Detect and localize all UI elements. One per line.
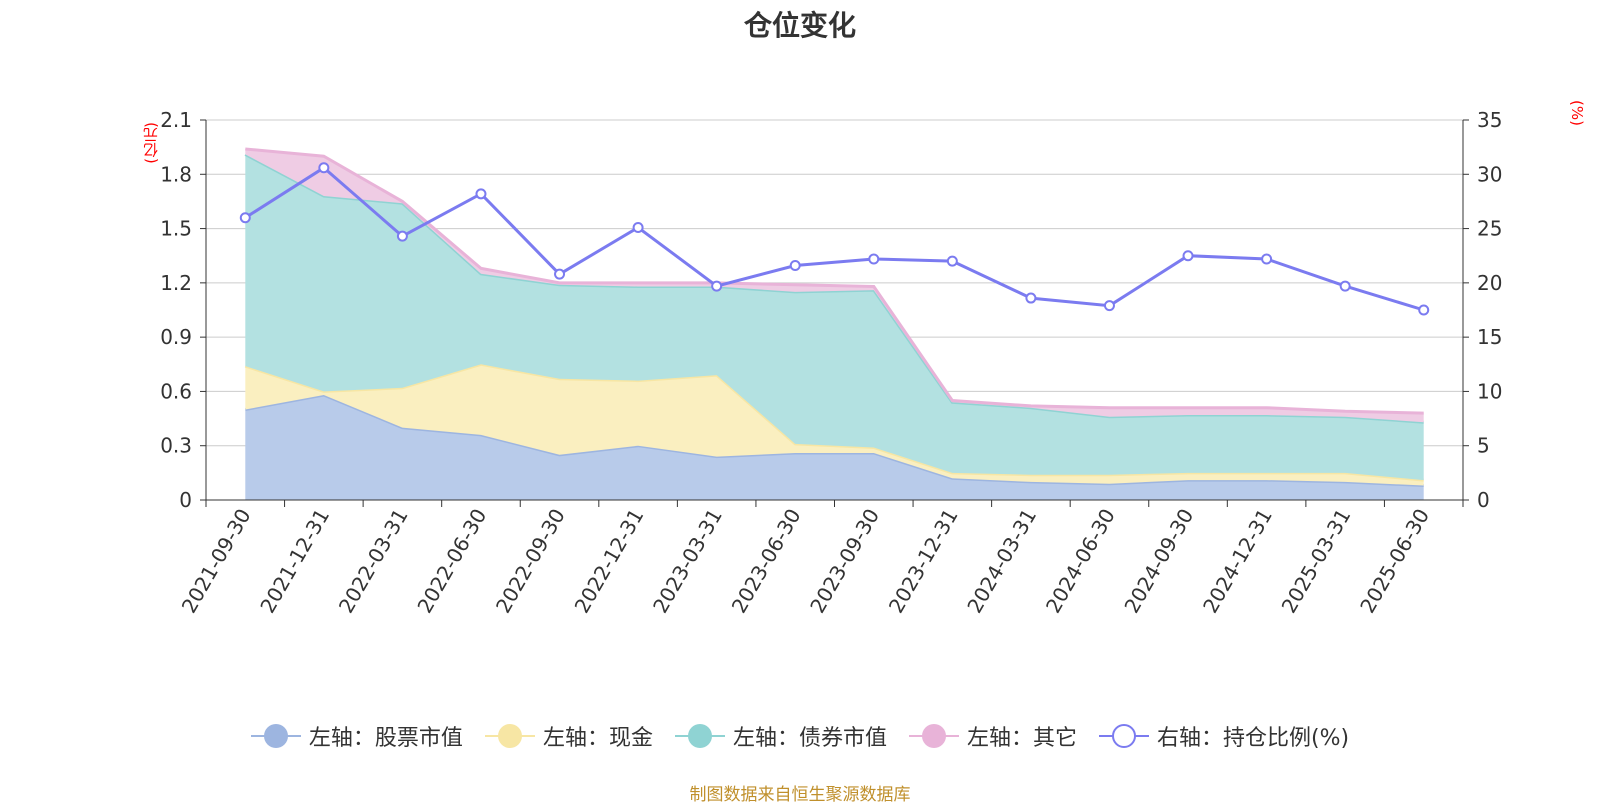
legend-label-ratio: 右轴：持仓比例(%) <box>1156 726 1350 751</box>
x-axis-tick-label: 2024-12-31 <box>1198 505 1277 618</box>
x-axis-tick-label: 2022-03-31 <box>334 505 413 618</box>
holding-ratio-point <box>1418 304 1430 316</box>
x-axis-tick-label: 2023-12-31 <box>884 505 963 618</box>
x-axis-tick-label: 2023-06-30 <box>727 505 806 618</box>
left-axis-tick-label: 0.3 <box>160 434 192 458</box>
area-左轴：股票市值 <box>245 395 1424 500</box>
right-axis-unit: (%) <box>1568 100 1586 126</box>
legend-item-cash[interactable]: 左轴：现金 <box>484 720 653 752</box>
right-axis-tick-label: 5 <box>1477 434 1490 458</box>
legend-marker-ratio <box>1098 721 1149 751</box>
holding-ratio-point <box>1025 292 1037 304</box>
left-axis-tick-label: 1.8 <box>160 162 192 186</box>
legend-item-bond[interactable]: 左轴：债券市值 <box>674 720 887 752</box>
x-axis-tick-label: 2025-03-31 <box>1277 505 1356 618</box>
holding-ratio-point <box>711 280 723 292</box>
legend-item-other[interactable]: 左轴：其它 <box>908 720 1077 752</box>
x-axis-tick-label: 2024-03-31 <box>962 505 1041 618</box>
holding-ratio-point <box>789 259 801 271</box>
left-axis-tick-label: 0 <box>179 488 192 512</box>
holding-ratio-point <box>868 253 880 265</box>
holding-ratio-point <box>1339 280 1351 292</box>
holding-ratio-point <box>396 230 408 242</box>
holding-ratio-point <box>946 255 958 267</box>
holding-ratio-point <box>1182 250 1194 262</box>
holding-ratio-point <box>632 221 644 233</box>
x-axis-tick-label: 2022-06-30 <box>412 505 491 618</box>
right-axis-tick-label: 30 <box>1477 162 1502 186</box>
x-axis-tick-label: 2023-09-30 <box>805 505 884 618</box>
legend-marker-cash <box>484 721 535 751</box>
right-axis-tick-label: 10 <box>1477 379 1502 403</box>
holding-ratio-point <box>475 188 487 200</box>
holding-ratio-point <box>554 268 566 280</box>
legend-label-cash: 左轴：现金 <box>542 726 653 751</box>
holding-ratio-point <box>318 162 330 174</box>
area-左轴：债券市值 <box>245 154 1424 481</box>
left-axis-tick-label: 0.6 <box>160 379 192 403</box>
x-axis-tick-label: 2024-09-30 <box>1119 505 1198 618</box>
x-axis-tick-label: 2021-09-30 <box>177 505 256 618</box>
right-axis-tick-label: 0 <box>1477 488 1490 512</box>
legend-marker-other <box>908 721 959 751</box>
x-axis-tick-label: 2025-06-30 <box>1355 505 1434 618</box>
holding-ratio-point <box>1261 253 1273 265</box>
legend-marker-stock <box>250 721 301 751</box>
left-axis-tick-label: 2.1 <box>160 108 192 132</box>
legend-label-other: 左轴：其它 <box>966 726 1077 751</box>
right-axis-tick-label: 20 <box>1477 271 1502 295</box>
area-左轴：现金 <box>245 364 1424 486</box>
left-axis-tick-label: 1.5 <box>160 217 192 241</box>
x-axis-tick-label: 2024-06-30 <box>1041 505 1120 618</box>
x-axis-tick-label: 2021-12-31 <box>255 505 334 618</box>
data-source-note: 制图数据来自恒生聚源数据库 <box>689 785 911 805</box>
legend-item-stock[interactable]: 左轴：股票市值 <box>250 720 463 752</box>
right-axis-tick-label: 25 <box>1477 217 1502 241</box>
area-edge-左轴：其它 <box>245 147 1424 415</box>
left-axis-tick-label: 0.9 <box>160 325 192 349</box>
holding-ratio-line <box>244 165 1425 312</box>
legend-item-ratio[interactable]: 右轴：持仓比例(%) <box>1098 720 1350 752</box>
chart-legend: 左轴：股票市值 左轴：现金 左轴：债券市值 左轴：其它 右轴：持仓比例(%) <box>0 718 1600 754</box>
x-axis-tick-label: 2023-03-31 <box>648 505 727 618</box>
legend-marker-bond <box>674 721 725 751</box>
x-axis-tick-label: 2022-09-30 <box>491 505 570 618</box>
holding-ratio-point <box>239 212 251 224</box>
chart-title: 仓位变化 <box>743 9 856 42</box>
legend-label-bond: 左轴：债券市值 <box>732 726 887 751</box>
right-axis-tick-label: 15 <box>1477 325 1502 349</box>
holding-ratio-point <box>1103 300 1115 312</box>
right-axis-tick-label: 35 <box>1477 108 1502 132</box>
legend-label-stock: 左轴：股票市值 <box>308 726 463 751</box>
x-axis-tick-label: 2022-12-31 <box>570 505 649 618</box>
left-axis-tick-label: 1.2 <box>160 271 192 295</box>
